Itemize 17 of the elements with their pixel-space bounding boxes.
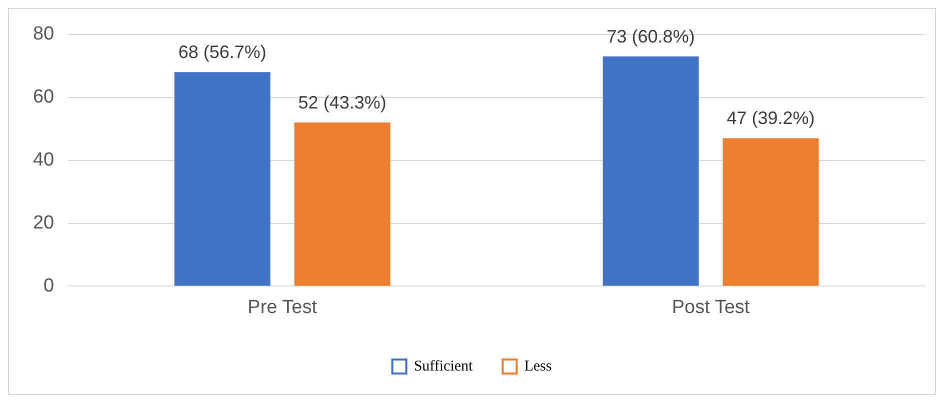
data-label: 73 (60.8%) — [606, 26, 695, 46]
y-tick-label: 80 — [32, 24, 54, 45]
bar — [602, 56, 699, 286]
y-tick-label: 20 — [32, 212, 54, 234]
data-label: 52 (43.3%) — [298, 92, 386, 112]
bar — [174, 72, 270, 286]
x-tick-label: Pre Test — [248, 296, 318, 318]
y-tick-label: 0 — [44, 275, 54, 296]
legend-label: Less — [524, 358, 552, 374]
y-tick-label: 40 — [32, 150, 54, 171]
x-tick-label: Post Test — [672, 296, 750, 318]
data-label: 47 (39.2%) — [726, 108, 815, 128]
bar — [294, 122, 390, 286]
data-label: 68 (56.7%) — [178, 42, 266, 62]
legend-label: Sufficient — [414, 358, 474, 374]
bar — [722, 138, 819, 286]
y-tick-label: 60 — [32, 86, 54, 108]
